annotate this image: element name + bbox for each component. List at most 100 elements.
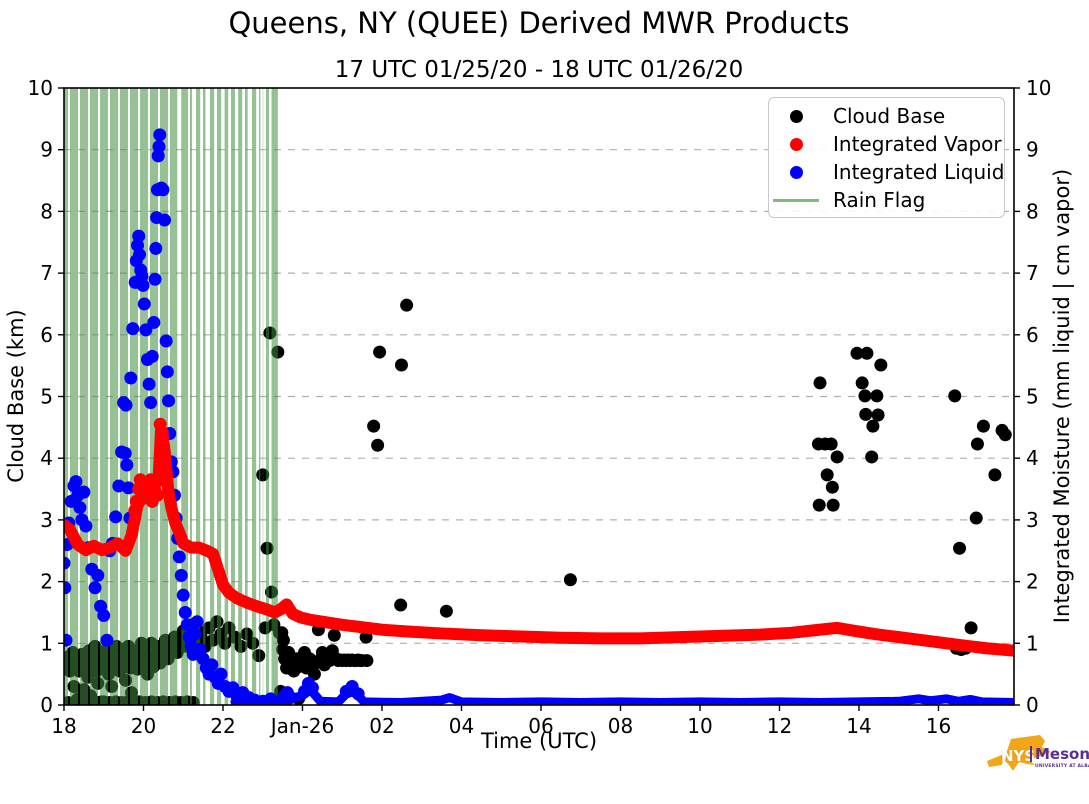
liquid-point bbox=[133, 248, 147, 262]
liquid-point bbox=[351, 687, 365, 701]
y-tick-label-right: 2 bbox=[1026, 570, 1039, 594]
liquid-point bbox=[156, 183, 170, 197]
x-tick-label: 14 bbox=[846, 714, 871, 738]
y-tick-label-right: 10 bbox=[1026, 76, 1051, 100]
liquid-point bbox=[152, 140, 166, 154]
y-tick-label-right: 3 bbox=[1026, 508, 1039, 532]
y-tick-label-left: 9 bbox=[40, 138, 53, 162]
cloud-base-point bbox=[439, 604, 453, 618]
logo-org-text: NYS bbox=[1001, 747, 1036, 765]
cloud-base-point bbox=[371, 438, 385, 452]
cloud-base-point bbox=[850, 346, 864, 360]
cloud-base-point bbox=[948, 389, 962, 403]
liquid-point bbox=[149, 241, 163, 255]
cloud-base-point bbox=[866, 419, 880, 433]
liquid-point bbox=[64, 633, 73, 647]
legend-row-rain-flag: Rain Flag bbox=[769, 186, 1004, 214]
cloud-base-point bbox=[964, 621, 978, 635]
cloud-base-point bbox=[860, 346, 874, 360]
rain-flag-span bbox=[181, 88, 192, 705]
liquid-point bbox=[205, 658, 219, 672]
liquid-point bbox=[174, 568, 188, 582]
liquid-point bbox=[109, 510, 123, 524]
y-tick-label-right: 6 bbox=[1026, 323, 1039, 347]
liquid-point bbox=[69, 475, 83, 489]
y-tick-label-right: 1 bbox=[1026, 631, 1039, 655]
liquid-point bbox=[148, 272, 162, 286]
y-tick-label-left: 2 bbox=[40, 570, 53, 594]
legend-row-cloud-base: Cloud Base bbox=[769, 102, 1004, 130]
liquid-point bbox=[188, 627, 202, 641]
x-tick-label: 02 bbox=[369, 714, 394, 738]
liquid-point bbox=[159, 334, 173, 348]
cloud-base-point bbox=[976, 419, 990, 433]
y-tick-label-right: 5 bbox=[1026, 385, 1039, 409]
cloud-base-point bbox=[367, 419, 381, 433]
liquid-point bbox=[121, 481, 135, 495]
legend-row-integrated-vapor: Integrated Vapor bbox=[769, 130, 1004, 158]
liquid-point bbox=[132, 229, 146, 243]
rain-flag-span bbox=[262, 88, 270, 705]
x-tick-label: 16 bbox=[926, 714, 951, 738]
plot-series-group bbox=[64, 88, 1014, 705]
legend: Cloud Base Integrated Vapor Integrated L… bbox=[768, 97, 1005, 218]
cloud-base-point bbox=[830, 450, 844, 464]
vapor-marker-icon bbox=[769, 137, 823, 151]
y-tick-label-right: 8 bbox=[1026, 199, 1039, 223]
cloud-base-point bbox=[871, 408, 885, 422]
rain-flag-span bbox=[238, 88, 248, 705]
y-tick-label-right: 9 bbox=[1026, 138, 1039, 162]
x-tick-label: 20 bbox=[131, 714, 156, 738]
rain-flag-span bbox=[208, 88, 222, 705]
cloud-base-point bbox=[865, 450, 879, 464]
rain-flag-span bbox=[195, 88, 206, 705]
rain-flag-span bbox=[250, 88, 261, 705]
y-tick-label-left: 3 bbox=[40, 508, 53, 532]
liquid-point bbox=[88, 581, 102, 595]
cloud-base-marker-icon bbox=[769, 109, 823, 123]
liquid-point bbox=[153, 128, 167, 142]
liquid-point bbox=[144, 396, 158, 410]
cloud-base-point bbox=[307, 667, 321, 681]
rain-flag-span bbox=[271, 88, 278, 705]
liquid-point bbox=[126, 322, 140, 336]
cloud-base-point bbox=[373, 345, 387, 359]
liquid-marker-icon bbox=[769, 165, 823, 179]
cloud-base-point bbox=[855, 376, 869, 390]
y-tick-label-left: 4 bbox=[40, 446, 53, 470]
cloud-base-point bbox=[826, 498, 840, 512]
y-tick-label-left: 5 bbox=[40, 385, 53, 409]
cloud-base-point bbox=[998, 428, 1012, 442]
legend-row-integrated-liquid: Integrated Liquid bbox=[769, 158, 1004, 186]
liquid-point bbox=[172, 550, 186, 564]
cloud-base-point bbox=[400, 298, 414, 312]
liquid-point bbox=[176, 588, 190, 602]
x-tick-label: 22 bbox=[210, 714, 235, 738]
legend-label: Rain Flag bbox=[833, 188, 926, 212]
liquid-point bbox=[64, 556, 71, 570]
cloud-base-point bbox=[327, 628, 341, 642]
cloud-base-point bbox=[970, 437, 984, 451]
x-tick-label: 10 bbox=[687, 714, 712, 738]
nys-mesonet-logo: NYS Mesonet UNIVERSITY AT ALBANY bbox=[983, 731, 1089, 795]
cloud-base-point bbox=[870, 389, 884, 403]
liquid-point bbox=[100, 633, 114, 647]
liquid-point bbox=[158, 213, 172, 227]
y-tick-label-left: 6 bbox=[40, 323, 53, 347]
liquid-baseline bbox=[230, 685, 1014, 705]
ny-state-icon bbox=[987, 735, 1051, 771]
y-tick-label-right: 0 bbox=[1026, 693, 1039, 717]
rain-flag-span bbox=[224, 88, 235, 705]
liquid-point bbox=[284, 691, 298, 705]
legend-label: Cloud Base bbox=[833, 104, 946, 128]
vapor-point bbox=[150, 488, 164, 502]
cloud-base-point bbox=[953, 541, 967, 555]
y-tick-label-left: 7 bbox=[40, 261, 53, 285]
y-axis-label-left: Cloud Base (km) bbox=[4, 309, 28, 483]
cloud-base-point bbox=[824, 437, 838, 451]
liquid-point bbox=[120, 458, 134, 472]
rain-flag-marker-icon bbox=[769, 198, 823, 202]
x-tick-label: 12 bbox=[767, 714, 792, 738]
